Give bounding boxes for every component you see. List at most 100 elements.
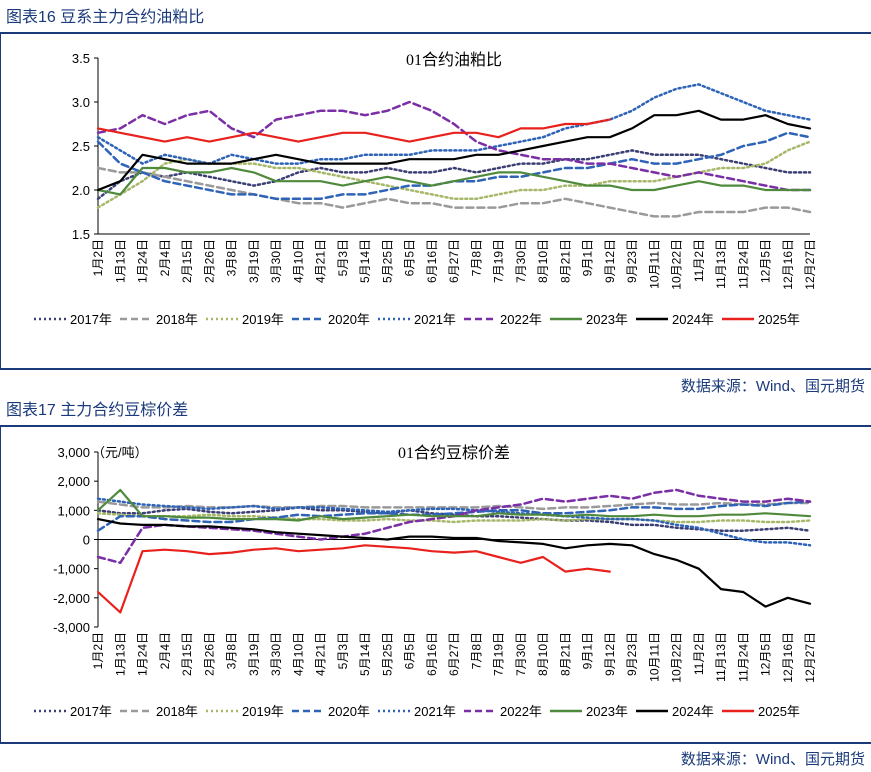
x-tick-label: 5月14日 <box>358 632 372 676</box>
legend-label: 2018年 <box>156 704 198 719</box>
series-line-2022年 <box>96 100 812 192</box>
y-tick-label: 2.5 <box>72 139 90 154</box>
x-tick-label: 3月8日 <box>225 632 239 669</box>
x-tick-label: 4月10日 <box>291 239 305 283</box>
x-tick-label: 1月24日 <box>136 239 150 283</box>
x-tick-label: 12月27日 <box>803 632 817 683</box>
x-tick-label: 11月2日 <box>692 239 706 282</box>
legend-label: 2022年 <box>500 312 542 327</box>
legend-label: 2020年 <box>328 312 370 327</box>
series-line-2018年 <box>96 500 812 511</box>
x-tick-label: 9月12日 <box>603 632 617 676</box>
x-tick-label: 2月26日 <box>202 632 216 676</box>
legend-label: 2025年 <box>758 704 800 719</box>
series-line-2020年 <box>96 500 812 532</box>
x-tick-label: 7月30日 <box>514 239 528 283</box>
series-line-2024年 <box>96 109 812 192</box>
y-tick-label: 2.0 <box>72 183 90 198</box>
x-tick-label: 5月25日 <box>380 239 394 283</box>
series-line-2021年 <box>96 497 812 547</box>
x-tick-label: 7月19日 <box>492 632 506 676</box>
y-tick-label: 2,000 <box>57 474 90 489</box>
x-tick-label: 6月27日 <box>447 632 461 676</box>
panel-title: 图表16 豆系主力合约油粕比 <box>6 9 205 26</box>
x-tick-label: 1月2日 <box>91 632 105 669</box>
x-tick-label: 9月23日 <box>625 239 639 283</box>
panel-bottom-rule <box>0 368 871 370</box>
legend-label: 2017年 <box>70 704 112 719</box>
panel-bottom-rule <box>0 742 871 744</box>
panel-top-rule <box>0 32 871 34</box>
series-line-2023年 <box>96 488 812 522</box>
x-tick-label: 7月8日 <box>469 632 483 669</box>
chart-oil-meal-ratio: 01合约油粕比 1.5 2.0 2.5 3.0 3.5 1月2日 1月13日 1月24日 2月4日… <box>34 51 817 327</box>
x-tick-label: 8月10日 <box>536 632 550 676</box>
legend-label: 2019年 <box>242 312 284 327</box>
chart-title: 01合约油粕比 <box>406 51 502 69</box>
x-tick-label: 10月22日 <box>670 632 684 683</box>
x-tick-label: 6月5日 <box>403 632 417 669</box>
x-tick-label: 1月13日 <box>113 632 127 676</box>
panel-top-rule <box>0 425 871 427</box>
x-tick-label: 11月13日 <box>714 632 728 682</box>
x-tick-label: 3月19日 <box>247 632 261 676</box>
y-tick-label: -2,000 <box>53 591 90 606</box>
series-line-2020年 <box>96 131 812 201</box>
x-tick-label: 8月21日 <box>558 239 572 283</box>
chart-title: 01合约豆棕价差 <box>398 444 510 462</box>
x-tick-label: 3月8日 <box>225 239 239 276</box>
y-tick-label: 3,000 <box>57 445 90 460</box>
x-tick-label: 12月5日 <box>759 632 773 676</box>
x-tick-label: 2月4日 <box>158 239 172 276</box>
x-tick-label: 9月12日 <box>603 239 617 283</box>
chart-soy-palm-spread: 01合约豆棕价差 （元/吨） -3,000 -2,000 -1,000 0 1,000 2,0… <box>34 444 817 719</box>
y-tick-label: -3,000 <box>53 620 90 635</box>
x-tick-label: 9月1日 <box>581 632 595 669</box>
series-line-2017年 <box>96 506 812 532</box>
y-tick-label: 3.0 <box>72 95 90 110</box>
x-tick-label: 2月15日 <box>180 632 194 676</box>
x-tick-label: 2月4日 <box>158 632 172 669</box>
x-tick-label: 6月16日 <box>425 632 439 676</box>
x-tick-label: 12月16日 <box>781 239 795 290</box>
x-tick-label: 11月24日 <box>736 632 750 682</box>
x-tick-label: 8月21日 <box>558 632 572 676</box>
x-tick-label: 5月14日 <box>358 239 372 283</box>
x-tick-label: 10月22日 <box>670 239 684 290</box>
x-tick-label: 5月3日 <box>336 632 350 669</box>
x-tick-label: 4月21日 <box>314 632 328 676</box>
x-tick-label: 5月25日 <box>380 632 394 676</box>
x-tick-label: 2月26日 <box>202 239 216 283</box>
x-tick-label: 10月11日 <box>647 239 661 289</box>
x-tick-label: 11月24日 <box>736 239 750 289</box>
x-tick-label: 1月2日 <box>91 239 105 276</box>
x-tick-label: 4月21日 <box>314 239 328 283</box>
panel-left-border <box>0 427 1 744</box>
x-tick-label: 12月27日 <box>803 239 817 290</box>
series-line-2019年 <box>96 512 812 524</box>
x-tick-label: 2月15日 <box>180 239 194 283</box>
x-tick-label: 3月30日 <box>269 239 283 283</box>
x-tick-label: 6月16日 <box>425 239 439 283</box>
legend-label: 2021年 <box>414 312 456 327</box>
x-tick-label: 9月1日 <box>581 239 595 276</box>
series-line-2024年 <box>96 518 812 608</box>
x-tick-label: 11月2日 <box>692 632 706 675</box>
series-line-2017年 <box>96 149 812 201</box>
legend-label: 2025年 <box>758 312 800 327</box>
data-source: 数据来源：Wind、国元期货 <box>680 751 865 768</box>
legend-label: 2023年 <box>586 704 628 719</box>
series-line-2021年 <box>96 83 812 165</box>
x-tick-label: 6月27日 <box>447 239 461 283</box>
x-tick-label: 4月10日 <box>291 632 305 676</box>
panel-title: 图表17 主力合约豆棕价差 <box>6 402 189 419</box>
x-tick-label: 11月13日 <box>714 239 728 289</box>
y-tick-label: -1,000 <box>53 562 90 577</box>
x-tick-label: 9月23日 <box>625 632 639 676</box>
series-line-2025年 <box>96 118 611 143</box>
legend-label: 2017年 <box>70 312 112 327</box>
x-tick-label: 12月5日 <box>759 239 773 283</box>
data-source: 数据来源：Wind、国元期货 <box>680 378 865 395</box>
x-tick-label: 7月30日 <box>514 632 528 676</box>
legend-label: 2021年 <box>414 704 456 719</box>
